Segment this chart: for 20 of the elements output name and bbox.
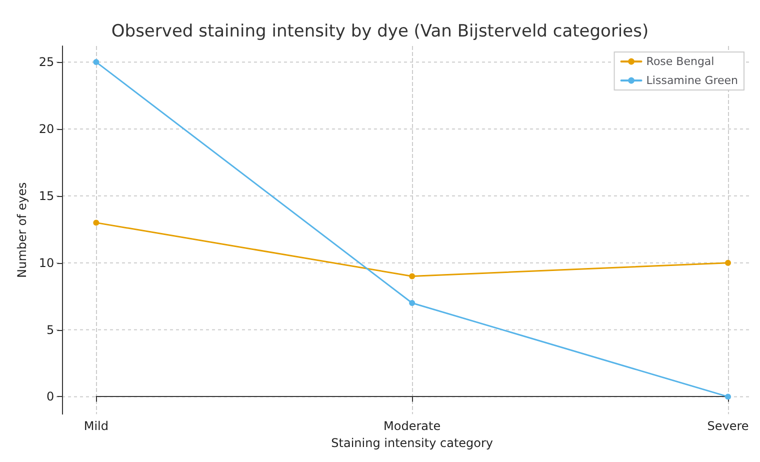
y-axis-title: Number of eyes bbox=[15, 182, 29, 278]
point bbox=[725, 394, 731, 400]
point bbox=[93, 220, 100, 226]
y-tick-label: 5 bbox=[46, 322, 54, 337]
legend-label: Rose Bengal bbox=[646, 55, 714, 68]
y-tick-label: 15 bbox=[38, 188, 54, 203]
y-tick-label: 25 bbox=[38, 55, 54, 70]
x-tick-label: Mild bbox=[84, 419, 108, 434]
y-tick-label: 20 bbox=[38, 122, 54, 136]
chart-title: Observed staining intensity by dye (Van Bijsterveld categories) bbox=[111, 22, 649, 42]
legend-label: Lissamine Green bbox=[646, 74, 738, 87]
x-tick-label: Severe bbox=[707, 419, 749, 434]
point bbox=[93, 59, 100, 66]
point bbox=[725, 260, 731, 266]
point bbox=[409, 300, 416, 306]
point bbox=[409, 273, 416, 280]
y-tick-label: 10 bbox=[38, 256, 54, 270]
x-axis-title: Staining intensity category bbox=[331, 436, 494, 450]
x-tick-label: Moderate bbox=[384, 419, 441, 434]
y-tick-label: 0 bbox=[46, 390, 54, 404]
